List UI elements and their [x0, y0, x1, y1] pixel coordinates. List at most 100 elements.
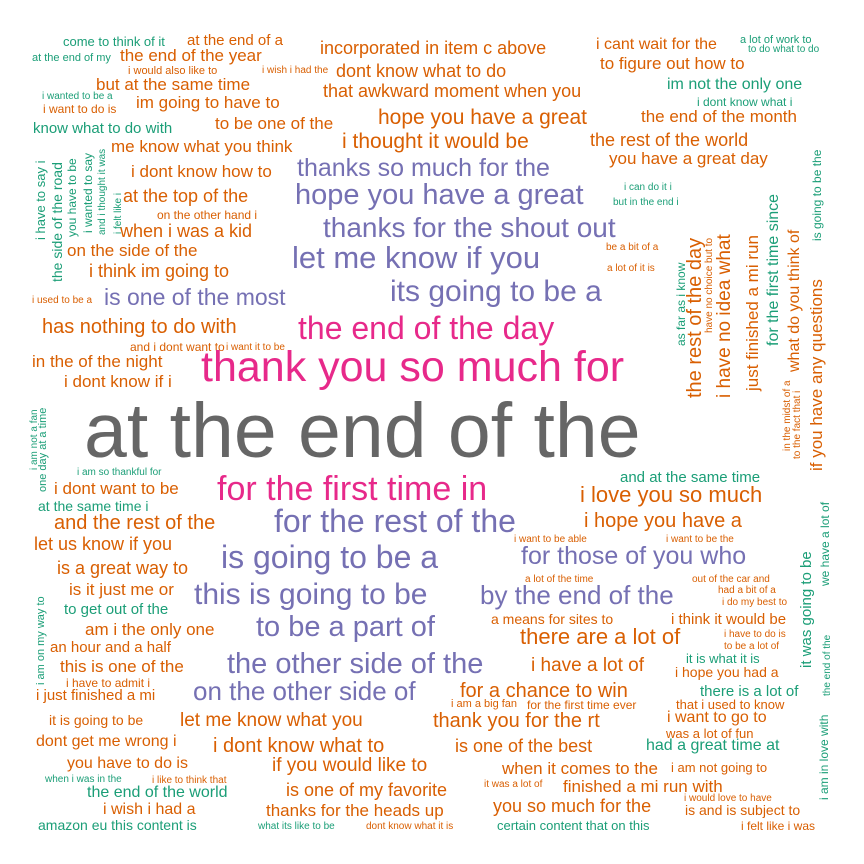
cloud-phrase: the end of the month [641, 107, 797, 126]
cloud-phrase: that i used to know [676, 697, 785, 712]
cloud-phrase: was a lot of fun [666, 726, 754, 741]
cloud-phrase: i wanted to be a [42, 91, 113, 102]
cloud-phrase: amazon eu this content is [38, 817, 197, 833]
cloud-phrase: for a chance to win [460, 680, 628, 702]
cloud-phrase: is a great way to [57, 558, 189, 578]
cloud-phrase: to be one of the [215, 114, 334, 133]
cloud-phrase: you have to do is [67, 755, 188, 772]
cloud-phrase: i have to admit i [66, 676, 151, 690]
cloud-phrase: in the of the night [32, 352, 163, 371]
cloud-phrase: at the end of the [84, 388, 641, 474]
cloud-phrase: the end of the day [298, 310, 555, 346]
cloud-phrase: i am not going to [671, 760, 768, 775]
cloud-phrase: i would love to have [684, 793, 772, 804]
cloud-phrase: i have to do is [724, 629, 786, 640]
cloud-phrase: just finished a mi run [743, 235, 762, 391]
cloud-phrase: i dont know what to [213, 735, 385, 757]
cloud-phrase: at the same time i [38, 498, 149, 514]
cloud-phrase: as far as i know [674, 262, 688, 346]
cloud-phrase: the other side of the [227, 648, 484, 680]
cloud-phrase: a lot of it is [607, 263, 655, 274]
cloud-phrase: am i the only one [85, 620, 215, 639]
cloud-phrase: had a great time at [646, 737, 780, 754]
cloud-phrase: and the rest of the [54, 512, 216, 534]
cloud-phrase: i have no idea what [714, 234, 735, 398]
cloud-phrase: for the first time since [765, 193, 782, 346]
cloud-phrase: i thought it would be [342, 130, 529, 153]
cloud-phrase: let me know if you [292, 240, 541, 275]
cloud-phrase: i think im going to [89, 261, 230, 281]
cloud-phrase: im not the only one [667, 76, 803, 93]
cloud-phrase: on the other hand i [157, 208, 258, 222]
cloud-phrase: it was going to be [798, 551, 815, 668]
cloud-phrase: out of the car and [692, 574, 770, 585]
cloud-phrase: i am a big fan [451, 698, 518, 710]
cloud-phrase: for the rest of the [274, 503, 516, 539]
cloud-phrase: for those of you who [521, 542, 747, 570]
cloud-phrase: has nothing to do with [42, 316, 237, 338]
cloud-phrase: i dont know if i [64, 372, 172, 391]
cloud-phrase: certain content that on this [497, 818, 650, 833]
cloud-phrase: i love you so much [580, 482, 763, 507]
cloud-phrase: you have a great day [609, 149, 768, 168]
cloud-phrase: dont know what to do [336, 61, 507, 81]
cloud-phrase: the end of the year [120, 46, 262, 65]
cloud-phrase: had a bit of a [718, 585, 776, 596]
cloud-phrase: there are a lot of [520, 624, 681, 649]
cloud-phrase: im going to have to [136, 93, 280, 112]
cloud-phrase: hope you have a great [295, 179, 584, 211]
cloud-phrase: the end of the [822, 634, 833, 696]
cloud-phrase: to do what to do [748, 44, 820, 55]
cloud-phrase: i used to be a [32, 295, 93, 306]
cloud-phrase: i have to say i [33, 160, 48, 241]
cloud-phrase: you so much for the [493, 796, 652, 816]
cloud-phrase: if you would like to [272, 755, 428, 776]
cloud-phrase: at the top of the [123, 186, 249, 206]
cloud-phrase: i want to do is [43, 102, 117, 116]
cloud-phrase: i dont know how to [131, 162, 272, 181]
cloud-phrase: we have a lot of [818, 501, 832, 586]
cloud-phrase: a means for sites to [491, 611, 614, 627]
cloud-phrase: is going to be the [810, 149, 824, 241]
cloud-phrase: for the first time in [217, 470, 488, 508]
cloud-phrase: is one of the best [455, 736, 593, 756]
cloud-phrase: i want to go to [667, 709, 767, 726]
cloud-phrase: is it just me or [69, 580, 174, 599]
cloud-phrase: let us know if you [34, 534, 173, 554]
cloud-phrase: to get out of the [64, 601, 169, 618]
cloud-phrase: i wanted to say [81, 152, 95, 233]
cloud-phrase: to the fact that i [792, 390, 803, 459]
cloud-phrase: finished a mi run with [563, 777, 723, 796]
cloud-phrase: come to think of it [63, 34, 165, 49]
cloud-phrase: thanks for the shout out [323, 212, 616, 243]
cloud-phrase: one day at a time [37, 407, 49, 492]
cloud-phrase: i like to think that [152, 775, 227, 786]
cloud-phrase: there is a lot of [700, 683, 799, 700]
cloud-phrase: i want it to be [226, 342, 285, 353]
cloud-phrase: dont know what it is [366, 821, 454, 832]
cloud-phrase: i am on my way to [35, 596, 47, 685]
cloud-phrase: its going to be a [390, 275, 602, 308]
cloud-phrase: this is going to be [194, 578, 428, 611]
cloud-phrase: i wish i had a [103, 801, 196, 818]
cloud-phrase: is one of my favorite [286, 780, 448, 800]
cloud-phrase: i want to be able [514, 534, 587, 545]
cloud-phrase: is and is subject to [685, 802, 801, 818]
cloud-phrase: is going to be a [221, 539, 439, 575]
cloud-phrase: thanks so much for the [297, 154, 550, 182]
cloud-phrase: an hour and a half [50, 639, 171, 656]
cloud-phrase: i felt like i [113, 192, 124, 234]
cloud-phrase: i want to be the [666, 534, 734, 545]
cloud-phrase: it is what it is [686, 651, 760, 666]
cloud-phrase: to be a part of [256, 611, 435, 643]
cloud-phrase: that awkward moment when you [323, 81, 582, 101]
cloud-phrase: if you have any questions [807, 279, 826, 471]
cloud-phrase: i just finished a mi [36, 687, 156, 704]
cloud-phrase: but in the end i [613, 197, 679, 208]
cloud-phrase: i am so thankful for [77, 467, 162, 478]
cloud-phrase: when i was in the [45, 774, 122, 785]
cloud-phrase: i felt like i was [741, 819, 816, 833]
cloud-phrase: know what to do with [33, 120, 173, 137]
cloud-phrase: when i was a kid [120, 221, 253, 241]
